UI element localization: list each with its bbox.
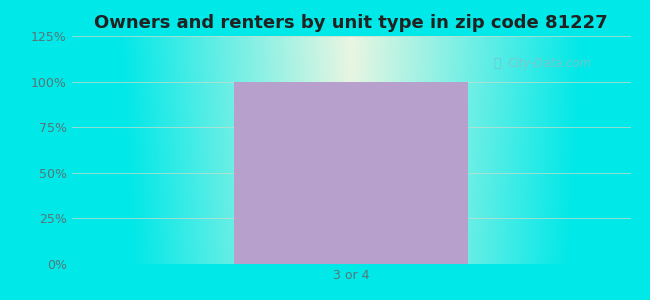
Text: City-Data.com: City-Data.com [508,57,592,70]
Title: Owners and renters by unit type in zip code 81227: Owners and renters by unit type in zip c… [94,14,608,32]
Text: ⧗: ⧗ [493,57,501,70]
Bar [233,82,469,264]
